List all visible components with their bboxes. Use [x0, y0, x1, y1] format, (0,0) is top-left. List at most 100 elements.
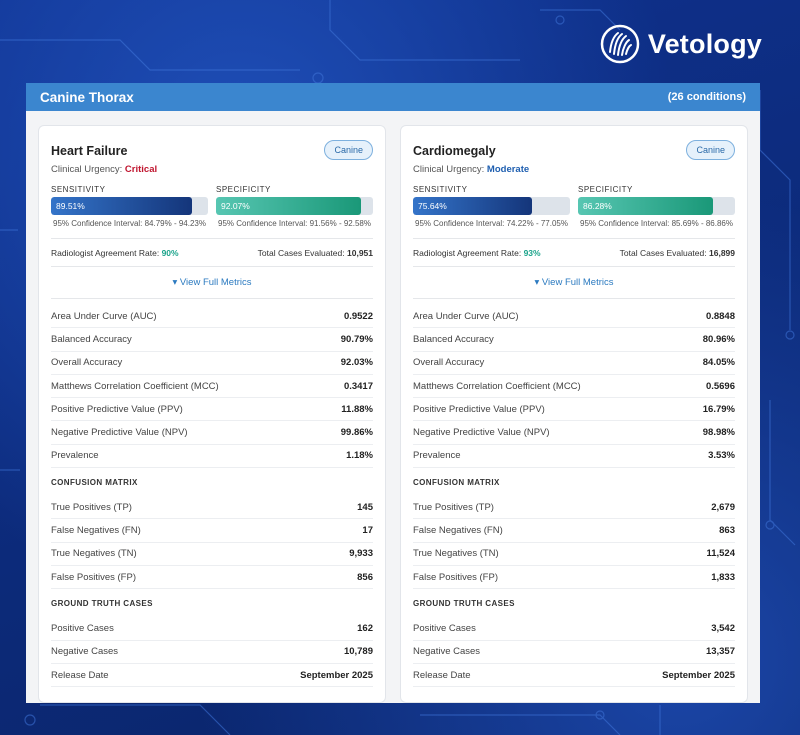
metric-label: False Positives (FP)	[51, 571, 136, 583]
condition-name: Heart Failure	[51, 144, 128, 158]
total-cases-value: 16,899	[709, 248, 735, 258]
metric-value: 145	[357, 501, 373, 513]
brand-name: Vetology	[647, 28, 762, 59]
metric-row: True Negatives (TN) 9,933	[51, 543, 373, 566]
total-cases-value: 10,951	[347, 248, 373, 258]
ground-truth-list: Positive Cases 3,542 Negative Cases 13,357 R…	[413, 617, 735, 688]
metric-row: False Positives (FP) 1,833	[413, 566, 735, 590]
agreement-value: 93%	[523, 248, 541, 258]
metric-value: September 2025	[300, 669, 373, 681]
metrics-list: Area Under Curve (AUC) 0.9522 Balanced Acc…	[51, 305, 373, 469]
metric-label: Matthews Correlation Coefficient (MCC)	[51, 380, 219, 392]
metric-label: Negative Cases	[51, 646, 119, 658]
metric-row: Area Under Curve (AUC) 0.8848	[413, 305, 735, 329]
urgency-label: Clinical Urgency:	[51, 164, 123, 175]
metric-value: 90.79%	[340, 333, 373, 345]
metric-label: Negative Predictive Value (NPV)	[51, 427, 188, 439]
metric-label: Release Date	[51, 669, 109, 681]
ground-truth-title: GROUND TRUTH CASES	[413, 599, 515, 609]
panel-header[interactable]: Canine Thorax (26 conditions)	[26, 83, 760, 111]
metric-row: False Negatives (FN) 17	[51, 519, 373, 543]
metric-value: 11,524	[706, 548, 735, 560]
metric-value: 80.96%	[702, 333, 735, 345]
clinical-urgency: Clinical Urgency: Critical	[51, 164, 373, 175]
specificity-ci: 95% Confidence Interval: 91.56% - 92.58%	[218, 219, 371, 228]
specificity-ci: 95% Confidence Interval: 85.69% - 86.86%	[580, 219, 733, 228]
vetology-logo-icon	[600, 24, 640, 64]
metric-row: Positive Cases 3,542	[413, 617, 735, 641]
metric-row: Matthews Correlation Coefficient (MCC) 0.…	[51, 375, 373, 399]
specificity-block: SPECIFICITY 92.07% 95% Confidence Interv…	[216, 185, 373, 230]
metric-label: Positive Predictive Value (PPV)	[51, 403, 183, 415]
species-badge-button[interactable]: Canine	[324, 140, 373, 160]
total-cases-text: Total Cases Evaluated: 10,951	[258, 248, 373, 258]
metric-row: Positive Predictive Value (PPV) 16.79%	[413, 398, 735, 422]
metric-value: 856	[357, 571, 373, 583]
metric-row: Matthews Correlation Coefficient (MCC) 0.…	[413, 375, 735, 399]
metric-row: Overall Accuracy 92.03%	[51, 352, 373, 375]
metric-row: Negative Cases 13,357	[413, 641, 735, 664]
specificity-bar-fill: 86.28%	[578, 197, 714, 215]
metric-row: False Positives (FP) 856	[51, 566, 373, 590]
metric-value: 0.8848	[705, 310, 735, 322]
condition-count: (26 conditions)	[667, 91, 746, 103]
view-full-metrics-link[interactable]: ▾ View Full Metrics	[51, 267, 373, 299]
metric-label: False Positives (FP)	[413, 571, 498, 583]
sensitivity-bar-fill: 89.51%	[51, 197, 192, 215]
specificity-bar: 92.07%	[216, 197, 373, 215]
metric-value: 3.53%	[708, 450, 735, 462]
metric-row: Balanced Accuracy 80.96%	[413, 328, 735, 352]
condition-card-cardiomegaly: Cardiomegaly Canine Clinical Urgency: Mo…	[400, 125, 748, 703]
agreement-row: Radiologist Agreement Rate: 93% Total Ca…	[413, 238, 735, 267]
urgency-label: Clinical Urgency:	[413, 164, 485, 175]
sensitivity-label: SENSITIVITY	[51, 185, 106, 194]
metric-row: Negative Predictive Value (NPV) 98.98%	[413, 421, 735, 445]
metric-row: Positive Predictive Value (PPV) 11.88%	[51, 398, 373, 422]
agreement-text: Radiologist Agreement Rate: 93%	[413, 248, 541, 258]
metric-value: 92.03%	[340, 357, 373, 369]
metric-value: 11.88%	[341, 403, 373, 415]
metric-label: Prevalence	[51, 450, 99, 462]
view-full-metrics-link[interactable]: ▾ View Full Metrics	[413, 267, 735, 299]
total-cases-label: Total Cases Evaluated:	[619, 248, 707, 258]
sensitivity-block: SENSITIVITY 89.51% 95% Confidence Interv…	[51, 185, 208, 230]
metric-row: Positive Cases 162	[51, 617, 373, 641]
ground-truth-title: GROUND TRUTH CASES	[51, 599, 153, 609]
confusion-list: True Positives (TP) 145 False Negatives (F…	[51, 496, 373, 590]
agreement-text: Radiologist Agreement Rate: 90%	[51, 248, 179, 258]
clinical-urgency: Clinical Urgency: Moderate	[413, 164, 735, 175]
metric-label: Balanced Accuracy	[51, 333, 132, 345]
metric-value: 0.5696	[705, 380, 735, 392]
condition-panel: Canine Thorax (26 conditions) Heart Fail…	[26, 83, 760, 703]
metric-label: Balanced Accuracy	[413, 333, 494, 345]
metric-value: 0.3417	[343, 380, 373, 392]
metric-label: Matthews Correlation Coefficient (MCC)	[413, 380, 581, 392]
specificity-bar-fill: 92.07%	[216, 197, 361, 215]
metric-row: False Negatives (FN) 863	[413, 519, 735, 543]
specificity-bar: 86.28%	[578, 197, 735, 215]
total-cases-label: Total Cases Evaluated:	[257, 248, 345, 258]
metric-row: Release Date September 2025	[51, 664, 373, 688]
metric-value: 17	[362, 525, 373, 537]
species-badge-button[interactable]: Canine	[686, 140, 735, 160]
specificity-block: SPECIFICITY 86.28% 95% Confidence Interv…	[578, 185, 735, 230]
metric-label: Positive Cases	[51, 622, 114, 634]
metric-label: Overall Accuracy	[413, 357, 485, 369]
sensitivity-ci: 95% Confidence Interval: 74.22% - 77.05%	[415, 219, 568, 228]
total-cases-text: Total Cases Evaluated: 16,899	[620, 248, 735, 258]
agreement-label: Radiologist Agreement Rate:	[51, 248, 160, 258]
metric-label: Negative Cases	[413, 646, 481, 658]
metric-label: Area Under Curve (AUC)	[413, 310, 519, 322]
confusion-list: True Positives (TP) 2,679 False Negatives …	[413, 496, 735, 590]
metric-label: Area Under Curve (AUC)	[51, 310, 157, 322]
metric-row: Negative Cases 10,789	[51, 641, 373, 664]
metric-value: 98.98%	[702, 427, 735, 439]
metric-row: True Negatives (TN) 11,524	[413, 543, 735, 566]
agreement-row: Radiologist Agreement Rate: 90% Total Ca…	[51, 238, 373, 267]
metric-value: 99.86%	[340, 427, 373, 439]
metric-value: 0.9522	[343, 310, 373, 322]
urgency-value: Critical	[124, 164, 158, 175]
metrics-list: Area Under Curve (AUC) 0.8848 Balanced Acc…	[413, 305, 735, 469]
condition-cards: Heart Failure Canine Clinical Urgency: C…	[38, 125, 748, 703]
metric-row: Area Under Curve (AUC) 0.9522	[51, 305, 373, 329]
